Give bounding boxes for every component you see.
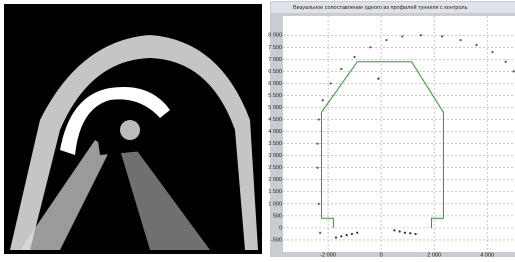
point <box>505 61 507 63</box>
y-tick-label: 5 500 <box>268 93 282 99</box>
point <box>353 56 355 58</box>
x-tick-label: 4 000 <box>480 252 494 257</box>
y-tick-label: 6 000 <box>268 81 282 87</box>
title-clip: Визуальное сопоставление одного из профи… <box>293 4 468 11</box>
point <box>420 34 422 36</box>
point <box>513 70 515 72</box>
point <box>377 78 379 80</box>
point <box>351 233 353 235</box>
point <box>401 35 403 37</box>
y-tick-label: 4 000 <box>268 129 282 135</box>
point <box>475 44 477 46</box>
point <box>409 232 411 234</box>
y-tick-label: 2 000 <box>268 177 282 183</box>
point <box>340 68 342 70</box>
y-tick-label: 1 500 <box>268 189 282 195</box>
y-tick-label: 3 500 <box>268 141 282 147</box>
y-tick-label: 5 000 <box>268 105 282 111</box>
point <box>316 143 318 145</box>
point <box>404 232 406 234</box>
point <box>369 46 371 48</box>
point <box>330 82 332 84</box>
point <box>414 233 416 235</box>
y-tick-label: 3 000 <box>268 153 282 159</box>
point-cloud-image <box>4 4 262 254</box>
point <box>356 232 358 234</box>
y-tick-label: 500 <box>273 213 282 219</box>
point <box>316 167 318 169</box>
y-tick-label: 8 000 <box>268 33 282 39</box>
point <box>491 51 493 53</box>
point <box>318 118 320 120</box>
point <box>322 99 324 101</box>
y-tick-label: 7 000 <box>268 57 282 63</box>
point <box>335 236 337 238</box>
y-tick-label: 6 500 <box>268 69 282 75</box>
point <box>385 39 387 41</box>
page: Визуальное сопоставление одного из профи… <box>0 0 515 257</box>
point <box>346 234 348 236</box>
y-tick-label: 0 <box>279 225 282 231</box>
y-tick-label: 4 500 <box>268 117 282 123</box>
y-tick-label: 1 000 <box>268 201 282 207</box>
y-tick-label: -500 <box>271 237 282 243</box>
x-tick-label: 2 000 <box>427 252 441 257</box>
point <box>460 39 462 41</box>
point <box>393 229 395 231</box>
point <box>399 230 401 232</box>
point <box>319 232 321 234</box>
point <box>318 203 320 205</box>
y-tick-label: 2 500 <box>268 165 282 171</box>
chart-title: Визуальное сопоставление одного из профи… <box>293 4 468 11</box>
plot-area <box>283 16 515 252</box>
x-tick-label: -2 000 <box>320 252 336 257</box>
y-tick-label: 7 500 <box>268 45 282 51</box>
point <box>340 235 342 237</box>
x-tick-label: 0 <box>380 252 383 257</box>
point <box>441 35 443 37</box>
